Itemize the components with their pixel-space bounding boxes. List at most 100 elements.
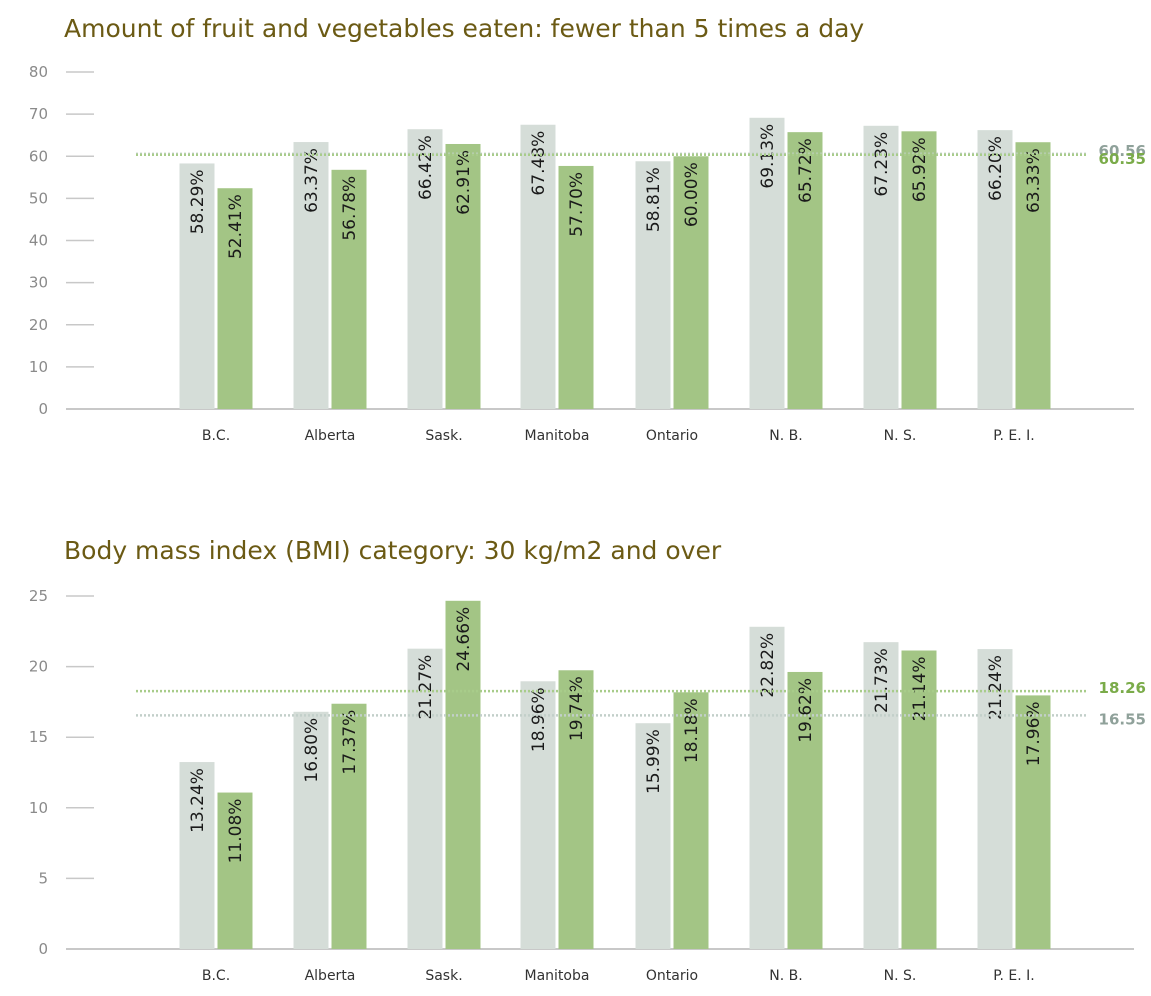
bar-value-label: 21.27% xyxy=(416,655,436,720)
bar-value-label: 69.13% xyxy=(758,124,778,189)
bar-value-label: 58.29% xyxy=(188,169,208,234)
bar-green xyxy=(787,671,823,949)
bar-value-label: 62.91% xyxy=(454,150,474,215)
category-label: N. S. xyxy=(884,428,917,444)
bar-light xyxy=(179,762,215,949)
bar-value-label: 65.72% xyxy=(796,138,816,203)
bar-value-label: 57.70% xyxy=(567,172,587,237)
bar-green xyxy=(331,169,367,409)
bar-light xyxy=(863,125,899,409)
bar-green xyxy=(445,143,481,409)
bar-value-label: 18.18% xyxy=(682,698,702,763)
bar-green xyxy=(558,165,594,409)
category-label: P. E. I. xyxy=(993,428,1035,444)
category-label: Alberta xyxy=(305,968,356,980)
chart-fruit-vegetables: 0 10 20 30 40 50 60 70 80 58.29% 52.41% B.C. 63.37% 5… xyxy=(29,63,1146,444)
bar-value-label: 15.99% xyxy=(644,729,664,794)
bar-value-label: 17.37% xyxy=(340,710,360,775)
bar-value-label: 13.24% xyxy=(188,768,208,833)
bar-green xyxy=(901,650,937,949)
bar-value-label: 60.00% xyxy=(682,162,702,227)
bar-value-label: 16.80% xyxy=(302,718,322,783)
bar-green xyxy=(1015,142,1051,409)
y-tick-label: 30 xyxy=(29,274,48,292)
category-label: Alberta xyxy=(305,428,356,444)
category-label: Manitoba xyxy=(525,968,590,980)
reference-line-label: 16.55 xyxy=(1099,710,1146,728)
y-tick-label: 10 xyxy=(29,799,48,817)
bar-value-label: 24.66% xyxy=(454,607,474,672)
y-tick-label: 50 xyxy=(29,189,48,207)
bar-light xyxy=(407,648,443,949)
bar-value-label: 67.23% xyxy=(872,132,892,197)
y-tick-label: 0 xyxy=(38,940,48,958)
bar-value-label: 65.92% xyxy=(910,137,930,202)
bar-value-label: 19.62% xyxy=(796,678,816,743)
bar-light xyxy=(407,129,443,409)
bar-light xyxy=(520,681,556,949)
bar-value-label: 21.14% xyxy=(910,657,930,722)
category-label: Sask. xyxy=(425,428,462,444)
bar-light xyxy=(749,117,785,410)
bar-light xyxy=(520,124,556,409)
bar-value-label: 22.82% xyxy=(758,633,778,698)
category-label: Sask. xyxy=(425,968,462,980)
y-tick-label: 60 xyxy=(29,147,48,165)
reference-line-label: 18.26 xyxy=(1099,679,1146,697)
bar-value-label: 11.08% xyxy=(226,799,246,864)
bar-green xyxy=(901,131,937,409)
bar-value-label: 56.78% xyxy=(340,176,360,241)
bar-green xyxy=(331,703,367,949)
bar-light xyxy=(635,161,671,409)
bar-light xyxy=(977,649,1013,949)
reference-line-label: 60.35 xyxy=(1099,150,1146,168)
bar-value-label: 66.42% xyxy=(416,135,436,200)
bar-value-label: 67.48% xyxy=(529,131,549,196)
y-tick-label: 70 xyxy=(29,105,48,123)
bar-light xyxy=(293,142,329,409)
bar-light xyxy=(293,711,329,949)
bar-value-label: 21.24% xyxy=(986,655,1006,720)
y-tick-label: 40 xyxy=(29,232,48,250)
bar-green xyxy=(787,132,823,409)
bar-value-label: 66.20% xyxy=(986,136,1006,201)
y-tick-label: 0 xyxy=(38,400,48,418)
bar-green xyxy=(217,792,253,949)
bar-value-label: 17.96% xyxy=(1024,701,1044,766)
bar-light xyxy=(863,642,899,949)
category-label: Ontario xyxy=(646,968,698,980)
chart-title-fruit-vegetables: Amount of fruit and vegetables eaten: fe… xyxy=(64,14,865,43)
y-tick-label: 5 xyxy=(38,869,48,887)
bar-value-label: 58.81% xyxy=(644,167,664,232)
bar-light xyxy=(635,723,671,949)
reference-line-label: 60.56 xyxy=(1099,142,1146,160)
bar-green xyxy=(558,670,594,949)
bar-light xyxy=(749,626,785,949)
category-label: B.C. xyxy=(202,428,230,444)
y-tick-label: 15 xyxy=(29,728,48,746)
chart-title-bmi: Body mass index (BMI) category: 30 kg/m2… xyxy=(64,536,722,565)
y-tick-label: 20 xyxy=(29,316,48,334)
bar-green xyxy=(217,188,253,409)
bar-green xyxy=(445,600,481,949)
y-tick-label: 10 xyxy=(29,358,48,376)
bar-value-label: 63.37% xyxy=(302,148,322,213)
category-label: B.C. xyxy=(202,968,230,980)
bar-green xyxy=(673,156,709,409)
bar-green xyxy=(1015,695,1051,949)
bar-value-label: 21.73% xyxy=(872,648,892,713)
category-label: N. B. xyxy=(769,968,802,980)
bar-value-label: 52.41% xyxy=(226,194,246,259)
bar-green xyxy=(673,692,709,949)
bar-light xyxy=(179,163,215,409)
y-tick-label: 25 xyxy=(29,587,48,605)
category-label: P. E. I. xyxy=(993,968,1035,980)
category-label: N. B. xyxy=(769,428,802,444)
category-label: Ontario xyxy=(646,428,698,444)
bar-light xyxy=(977,130,1013,409)
bar-value-label: 19.74% xyxy=(567,676,587,741)
category-label: Manitoba xyxy=(525,428,590,444)
y-tick-label: 20 xyxy=(29,658,48,676)
bar-value-label: 18.96% xyxy=(529,687,549,752)
bar-value-label: 63.33% xyxy=(1024,148,1044,213)
